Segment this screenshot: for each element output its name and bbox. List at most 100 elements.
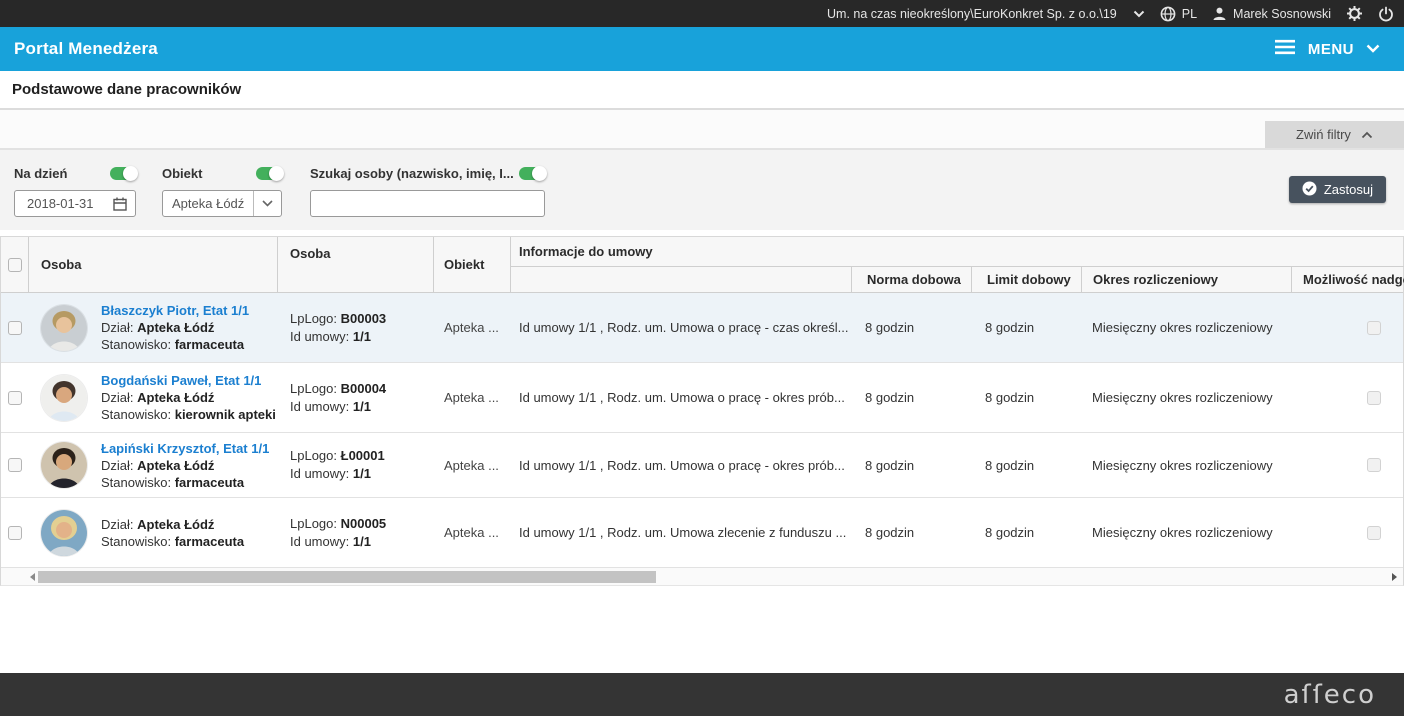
date-filter-toggle[interactable] <box>110 165 138 181</box>
info-subheader-spacer <box>511 267 851 292</box>
dzial-value: Apteka Łódź <box>137 320 215 335</box>
collapse-filters-button[interactable]: Zwiń filtry <box>1265 121 1404 148</box>
apply-filters-button[interactable]: Zastosuj <box>1288 176 1386 203</box>
id-umowy-label: Id umowy: <box>290 533 350 549</box>
calendar-icon[interactable] <box>113 197 135 211</box>
globe-icon <box>1160 6 1176 22</box>
date-filter-label: Na dzień <box>14 165 68 181</box>
date-input[interactable] <box>15 191 113 216</box>
employee-photo <box>41 304 87 351</box>
chevron-up-icon <box>1361 127 1373 142</box>
horizontal-scrollbar[interactable] <box>0 568 1404 586</box>
user-menu[interactable]: Marek Sosnowski <box>1212 6 1331 21</box>
scroll-right-arrow[interactable] <box>1392 573 1397 581</box>
menu-button[interactable]: MENU <box>1274 39 1380 60</box>
col-header-norma: Norma dobowa <box>867 272 961 287</box>
stanowisko-label: Stanowisko: <box>101 407 172 422</box>
lplogo-label: LpLogo: <box>290 380 337 396</box>
okres-value: Miesięczny okres rozliczeniowy <box>1092 320 1273 335</box>
person-name-link[interactable]: Bogdański Paweł, Etat 1/1 <box>101 373 262 388</box>
object-filter-label: Obiekt <box>162 165 203 181</box>
col-header-info-group: Informacje do umowy <box>519 244 653 259</box>
overtime-checkbox[interactable] <box>1367 320 1381 335</box>
check-circle-icon <box>1302 181 1317 199</box>
col-header-limit: Limit dobowy <box>987 272 1071 287</box>
lplogo-label: LpLogo: <box>290 310 337 326</box>
id-umowy-label: Id umowy: <box>290 398 350 414</box>
dzial-value: Apteka Łódź <box>137 390 215 405</box>
collapse-filters-label: Zwiń filtry <box>1296 127 1351 142</box>
lplogo-value: B00003 <box>340 310 387 326</box>
lplogo-label: LpLogo: <box>290 448 337 463</box>
dzial-label: Dział: <box>101 320 134 335</box>
scroll-left-arrow[interactable] <box>30 573 35 581</box>
page-title-bar: Podstawowe dane pracowników <box>0 71 1404 110</box>
id-umowy-label: Id umowy: <box>290 328 350 344</box>
norma-value: 8 godzin <box>865 320 915 335</box>
employee-photo <box>41 509 87 556</box>
select-all-checkbox[interactable] <box>7 257 22 272</box>
col-header-obiekt: Obiekt <box>444 257 485 272</box>
row-checkbox[interactable] <box>8 390 22 405</box>
obiekt-value: Apteka ... <box>444 457 499 473</box>
object-select[interactable]: Apteka Łódź <box>162 190 282 217</box>
stanowisko-label: Stanowisko: <box>101 474 172 490</box>
person-name-link[interactable]: Błaszczyk Piotr, Etat 1/1 <box>101 303 250 318</box>
obiekt-value: Apteka ... <box>444 525 499 540</box>
row-checkbox[interactable] <box>8 320 22 335</box>
contract-info: Id umowy 1/1 , Rodz. um. Umowa o pracę -… <box>519 390 845 405</box>
object-filter-toggle[interactable] <box>256 165 284 181</box>
table-header: Osoba Osoba Obiekt Informacje do umowy N… <box>1 236 1404 293</box>
settings-gear-icon[interactable] <box>1346 5 1363 22</box>
dzial-label: Dział: <box>101 516 134 532</box>
language-selector[interactable]: PL <box>1160 6 1197 22</box>
id-umowy-label: Id umowy: <box>290 466 350 481</box>
stanowisko-value: kierownik apteki <box>174 407 276 422</box>
id-umowy-value: 1/1 <box>352 466 371 481</box>
table-row: Łapiński Krzysztof, Etat 1/1 Dział: Apte… <box>1 433 1403 498</box>
search-filter-toggle[interactable] <box>519 165 547 181</box>
obiekt-value: Apteka ... <box>444 390 499 405</box>
user-name: Marek Sosnowski <box>1233 6 1331 21</box>
contract-context-dropdown[interactable]: Um. na czas nieokreślony\EuroKonkret Sp.… <box>827 7 1145 21</box>
limit-value: 8 godzin <box>985 525 1035 540</box>
date-input-wrapper <box>14 190 136 217</box>
user-icon <box>1212 6 1227 21</box>
okres-value: Miesięczny okres rozliczeniowy <box>1092 525 1273 540</box>
limit-value: 8 godzin <box>985 457 1035 473</box>
row-checkbox[interactable] <box>8 525 22 540</box>
hamburger-icon <box>1274 39 1296 60</box>
stanowisko-label: Stanowisko: <box>101 337 172 352</box>
id-umowy-value: 1/1 <box>352 398 371 414</box>
obiekt-value: Apteka ... <box>444 320 499 335</box>
contract-context-label: Um. na czas nieokreślony\EuroKonkret Sp.… <box>827 6 1117 21</box>
dzial-value: Apteka Łódź <box>137 516 215 532</box>
logout-power-icon[interactable] <box>1378 6 1394 22</box>
app-header: Portal Menedżera MENU <box>0 27 1404 71</box>
page-title: Podstawowe dane pracowników <box>12 81 242 98</box>
person-name-link[interactable]: Łapiński Krzysztof, Etat 1/1 <box>101 440 270 456</box>
table-row: Dział: Apteka Łódź Stanowisko: farmaceut… <box>1 498 1403 568</box>
lplogo-value: N00005 <box>340 515 387 531</box>
lplogo-label: LpLogo: <box>290 515 337 531</box>
lplogo-value: B00004 <box>340 380 387 396</box>
col-header-okres: Okres rozliczeniowy <box>1093 272 1218 287</box>
table-row: Błaszczyk Piotr, Etat 1/1 Dział: Apteka … <box>1 293 1403 363</box>
contract-info: Id umowy 1/1 , Rodz. um. Umowa zlecenie … <box>519 525 847 540</box>
search-input-wrapper <box>310 190 545 217</box>
overtime-checkbox[interactable] <box>1367 525 1381 540</box>
panel-table-gap <box>0 230 1404 236</box>
overtime-checkbox[interactable] <box>1367 390 1381 405</box>
select-chevron-down-icon[interactable] <box>253 191 281 216</box>
stanowisko-value: farmaceuta <box>174 533 245 549</box>
search-filter-label: Szukaj osoby (nazwisko, imię, I... <box>310 165 514 181</box>
contract-info: Id umowy 1/1 , Rodz. um. Umowa o pracę -… <box>519 457 845 473</box>
norma-value: 8 godzin <box>865 390 915 405</box>
norma-value: 8 godzin <box>865 525 915 540</box>
search-person-input[interactable] <box>311 191 544 216</box>
contract-info: Id umowy 1/1 , Rodz. um. Umowa o pracę -… <box>519 320 849 335</box>
scrollbar-thumb[interactable] <box>38 571 656 583</box>
okres-value: Miesięczny okres rozliczeniowy <box>1092 390 1273 405</box>
overtime-checkbox[interactable] <box>1367 458 1381 472</box>
row-checkbox[interactable] <box>8 458 22 472</box>
